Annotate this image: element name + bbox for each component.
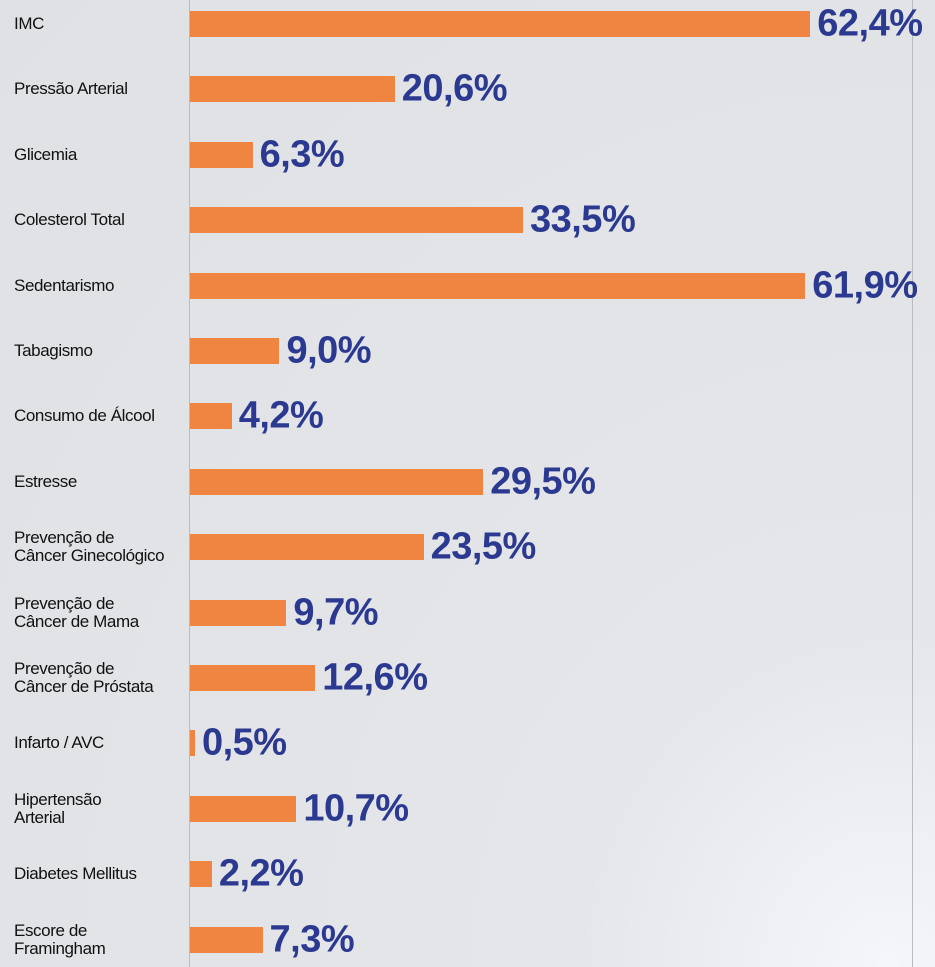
value-label: 0,5% [201,721,287,764]
category-label: Prevenção de Câncer de Mama [14,593,139,631]
value-label: 33,5% [529,198,636,241]
value-label: 29,5% [490,460,596,503]
value-label: 62,4% [817,2,923,45]
bar [190,403,232,430]
category-label: Consumo de Álcool [14,406,155,426]
axis-line [189,0,190,967]
value-label: 9,0% [286,329,372,372]
bar [190,861,212,888]
value-label: 2,2% [218,852,304,895]
bar [190,207,523,234]
value-label: 7,3% [269,918,355,961]
value-label: 12,6% [322,656,428,699]
category-label: Colesterol Total [14,210,125,230]
bar [190,926,263,953]
bar [190,599,287,626]
category-label: Sedentarismo [14,275,115,295]
bar [190,730,195,757]
category-label: Escore de Framingham [14,920,106,958]
value-label: 4,2% [238,394,324,437]
value-label: 9,7% [293,591,379,634]
bar [190,468,484,495]
bar [190,76,395,103]
category-label: Glicemia [14,144,77,164]
value-label: 61,9% [812,264,918,307]
category-label: Prevenção de Câncer Ginecológico [14,528,165,566]
category-label: IMC [14,14,44,33]
category-label: Pressão Arterial [14,79,128,99]
value-label: 10,7% [303,787,409,830]
category-label: Diabetes Mellitus [14,864,137,884]
bar [190,338,280,364]
frame-line [912,0,913,967]
category-label: Infarto / AVC [14,733,104,753]
value-label: 23,5% [430,525,537,568]
category-label: Hipertensão Arterial [14,789,102,827]
bar [190,795,297,822]
bar [190,11,811,37]
bar [190,534,424,561]
category-label: Prevenção de Câncer de Próstata [14,659,154,696]
category-label: Estresse [14,471,77,491]
value-label: 6,3% [259,133,345,176]
bar [190,665,316,691]
value-label: 20,6% [401,67,508,110]
bar [190,272,806,299]
bar [190,141,253,168]
category-label: Tabagismo [14,341,93,360]
